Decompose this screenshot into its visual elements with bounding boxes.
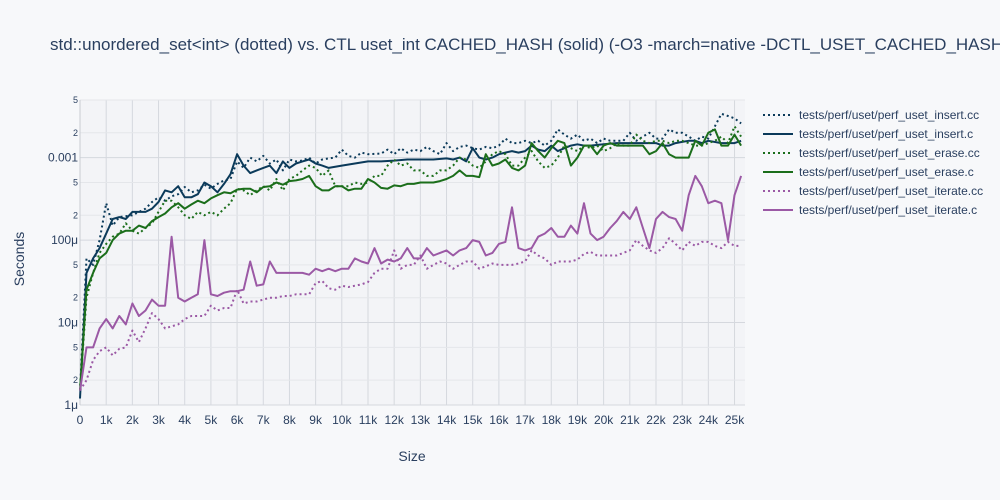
y-axis-title: Seconds <box>11 232 27 286</box>
series-line-4 <box>79 128 742 391</box>
chart-title: std::unordered_set<int> (dotted) vs. CTL… <box>50 35 1000 54</box>
legend-label: tests/perf/uset/perf_uset_erase.cc <box>799 146 980 160</box>
y-minor-tick-label: 2 <box>73 375 78 385</box>
x-tick-label: 4k <box>178 413 192 427</box>
legend-item-3[interactable]: tests/perf/uset/perf_uset_erase.cc <box>763 146 980 160</box>
series-line-6 <box>79 174 743 391</box>
axis-tick-labels: 0 1k 2k 3k 4k 5k 6k 7k 8k 9k 10k 11k 12k 13k 14k 15k 16k… <box>48 95 745 427</box>
legend[interactable]: tests/perf/uset/perf_uset_insert.cctests… <box>763 108 983 217</box>
y-minor-tick-label: 5 <box>73 342 78 352</box>
y-tick-label: 10μ <box>58 316 78 330</box>
x-tick-label: 23k <box>672 413 692 427</box>
x-tick-label: 8k <box>283 413 297 427</box>
series-line-3 <box>79 125 742 391</box>
x-tick-label: 12k <box>384 413 404 427</box>
y-minor-tick-label: 5 <box>73 177 78 187</box>
legend-label: tests/perf/uset/perf_uset_insert.c <box>799 127 973 141</box>
series-line-2 <box>79 139 742 399</box>
legend-item-2[interactable]: tests/perf/uset/perf_uset_insert.c <box>763 127 973 141</box>
series-line-1 <box>79 112 742 391</box>
x-tick-label: 25k <box>725 413 745 427</box>
x-tick-label: 10k <box>332 413 352 427</box>
y-minor-tick-label: 5 <box>73 95 78 105</box>
legend-label: tests/perf/uset/perf_uset_iterate.cc <box>799 184 983 198</box>
x-tick-label: 16k <box>489 413 509 427</box>
x-tick-label: 21k <box>620 413 640 427</box>
y-minor-tick-label: 5 <box>73 260 78 270</box>
y-minor-tick-label: 2 <box>73 210 78 220</box>
grid <box>79 99 745 406</box>
series-line-5 <box>79 237 742 392</box>
x-tick-label: 13k <box>411 413 431 427</box>
x-tick-label: 11k <box>359 413 378 427</box>
x-tick-label: 14k <box>437 413 457 427</box>
x-tick-label: 20k <box>594 413 614 427</box>
legend-label: tests/perf/uset/perf_uset_iterate.c <box>799 203 977 217</box>
legend-item-6[interactable]: tests/perf/uset/perf_uset_iterate.c <box>763 203 977 217</box>
y-tick-label: 100μ <box>51 233 78 247</box>
x-tick-label: 5k <box>205 413 219 427</box>
x-tick-label: 17k <box>515 413 535 427</box>
legend-label: tests/perf/uset/perf_uset_erase.c <box>799 165 974 179</box>
x-tick-label: 7k <box>257 413 271 427</box>
x-tick-label: 0 <box>77 413 84 427</box>
y-minor-tick-label: 2 <box>73 128 78 138</box>
x-tick-label: 2k <box>126 413 140 427</box>
x-tick-label: 1k <box>100 413 114 427</box>
x-axis-title: Size <box>398 448 425 464</box>
y-tick-label: 1μ <box>64 398 78 412</box>
x-tick-label: 22k <box>646 413 666 427</box>
series-layer <box>79 112 743 399</box>
x-tick-label: 15k <box>463 413 483 427</box>
x-tick-label: 3k <box>152 413 166 427</box>
x-tick-label: 19k <box>568 413 588 427</box>
legend-label: tests/perf/uset/perf_uset_insert.cc <box>799 108 979 122</box>
y-tick-label: 0.001 <box>48 151 78 165</box>
legend-item-4[interactable]: tests/perf/uset/perf_uset_erase.c <box>763 165 974 179</box>
legend-item-5[interactable]: tests/perf/uset/perf_uset_iterate.cc <box>763 184 983 198</box>
x-tick-label: 18k <box>542 413 562 427</box>
y-minor-tick-label: 2 <box>73 293 78 303</box>
x-tick-label: 6k <box>231 413 245 427</box>
plot-area <box>80 100 745 405</box>
x-tick-label: 24k <box>699 413 719 427</box>
x-tick-label: 9k <box>309 413 323 427</box>
legend-item-1[interactable]: tests/perf/uset/perf_uset_insert.cc <box>763 108 979 122</box>
